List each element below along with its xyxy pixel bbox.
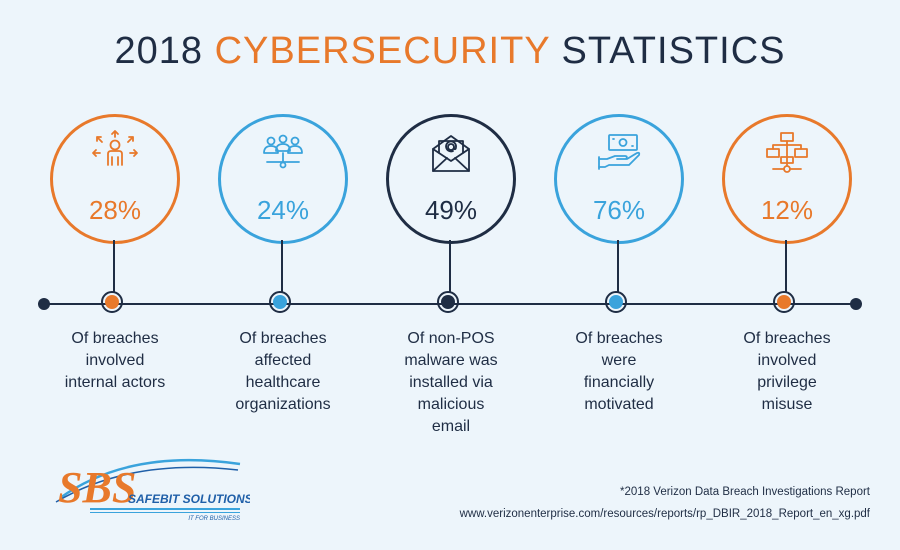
- stat-node: [437, 291, 459, 313]
- stat-node: [773, 291, 795, 313]
- source-url[interactable]: www.verizonenterprise.com/resources/repo…: [459, 508, 870, 520]
- stat-description: Of non-POS malware was installed via mal…: [404, 330, 498, 435]
- stat-circle: 49%: [386, 114, 516, 244]
- stat-percent: 76%: [592, 195, 646, 225]
- stat-stem: [281, 240, 283, 292]
- stat-description: Of breaches involved privilege misuse: [743, 330, 831, 413]
- stat-circle: 12%: [722, 114, 852, 244]
- stat-financially-motivated: 76% Of breaches were financially motivat…: [534, 0, 704, 550]
- timeline-start-dot: [38, 298, 50, 310]
- hand-money-icon: [595, 129, 643, 177]
- title-accent: CYBERSECURITY: [214, 30, 550, 72]
- title-suffix: STATISTICS: [549, 30, 786, 72]
- stat-circle: 24%: [218, 114, 348, 244]
- timeline-end-dot: [850, 298, 862, 310]
- title-prefix: 2018: [114, 30, 215, 72]
- stat-privilege-misuse: 12% Of breaches involved privilege misus…: [702, 0, 872, 550]
- email-at-icon: [427, 129, 475, 177]
- people-network-icon: [259, 129, 307, 177]
- stat-malicious-email: 49% Of non-POS malware was installed via…: [366, 0, 536, 550]
- stat-description: Of breaches were financially motivated: [575, 330, 663, 413]
- stat-stem: [617, 240, 619, 292]
- logo-letters: SBS: [58, 463, 136, 512]
- stat-description: Of breaches involved internal actors: [64, 330, 166, 391]
- stat-circle: 76%: [554, 114, 684, 244]
- stat-node: [605, 291, 627, 313]
- safebit-logo: SBS SAFEBIT SOLUTIONS IT FOR BUSINESS: [50, 440, 253, 530]
- logo-name: SAFEBIT SOLUTIONS: [128, 492, 250, 506]
- stat-percent: 12%: [760, 195, 814, 225]
- stat-node: [269, 291, 291, 313]
- source-note: *2018 Verizon Data Breach Investigations…: [620, 486, 870, 498]
- stat-stem: [113, 240, 115, 292]
- stat-percent: 49%: [424, 195, 478, 225]
- stat-percent: 28%: [88, 195, 142, 225]
- stat-internal-actors: 28% Of breaches involved internal actors: [30, 0, 200, 550]
- stat-stem: [785, 240, 787, 292]
- stat-node: [101, 291, 123, 313]
- logo-tagline: IT FOR BUSINESS: [188, 516, 240, 522]
- stat-circle: 28%: [50, 114, 180, 244]
- stat-healthcare: 24% Of breaches affected healthcare orga…: [198, 0, 368, 550]
- hierarchy-icon: [763, 129, 811, 177]
- page-title: 2018 CYBERSECURITY STATISTICS: [0, 30, 900, 73]
- stat-description: Of breaches affected healthcare organiza…: [235, 330, 331, 413]
- stat-stem: [449, 240, 451, 292]
- stat-percent: 24%: [256, 195, 310, 225]
- person-arrows-icon: [91, 129, 139, 177]
